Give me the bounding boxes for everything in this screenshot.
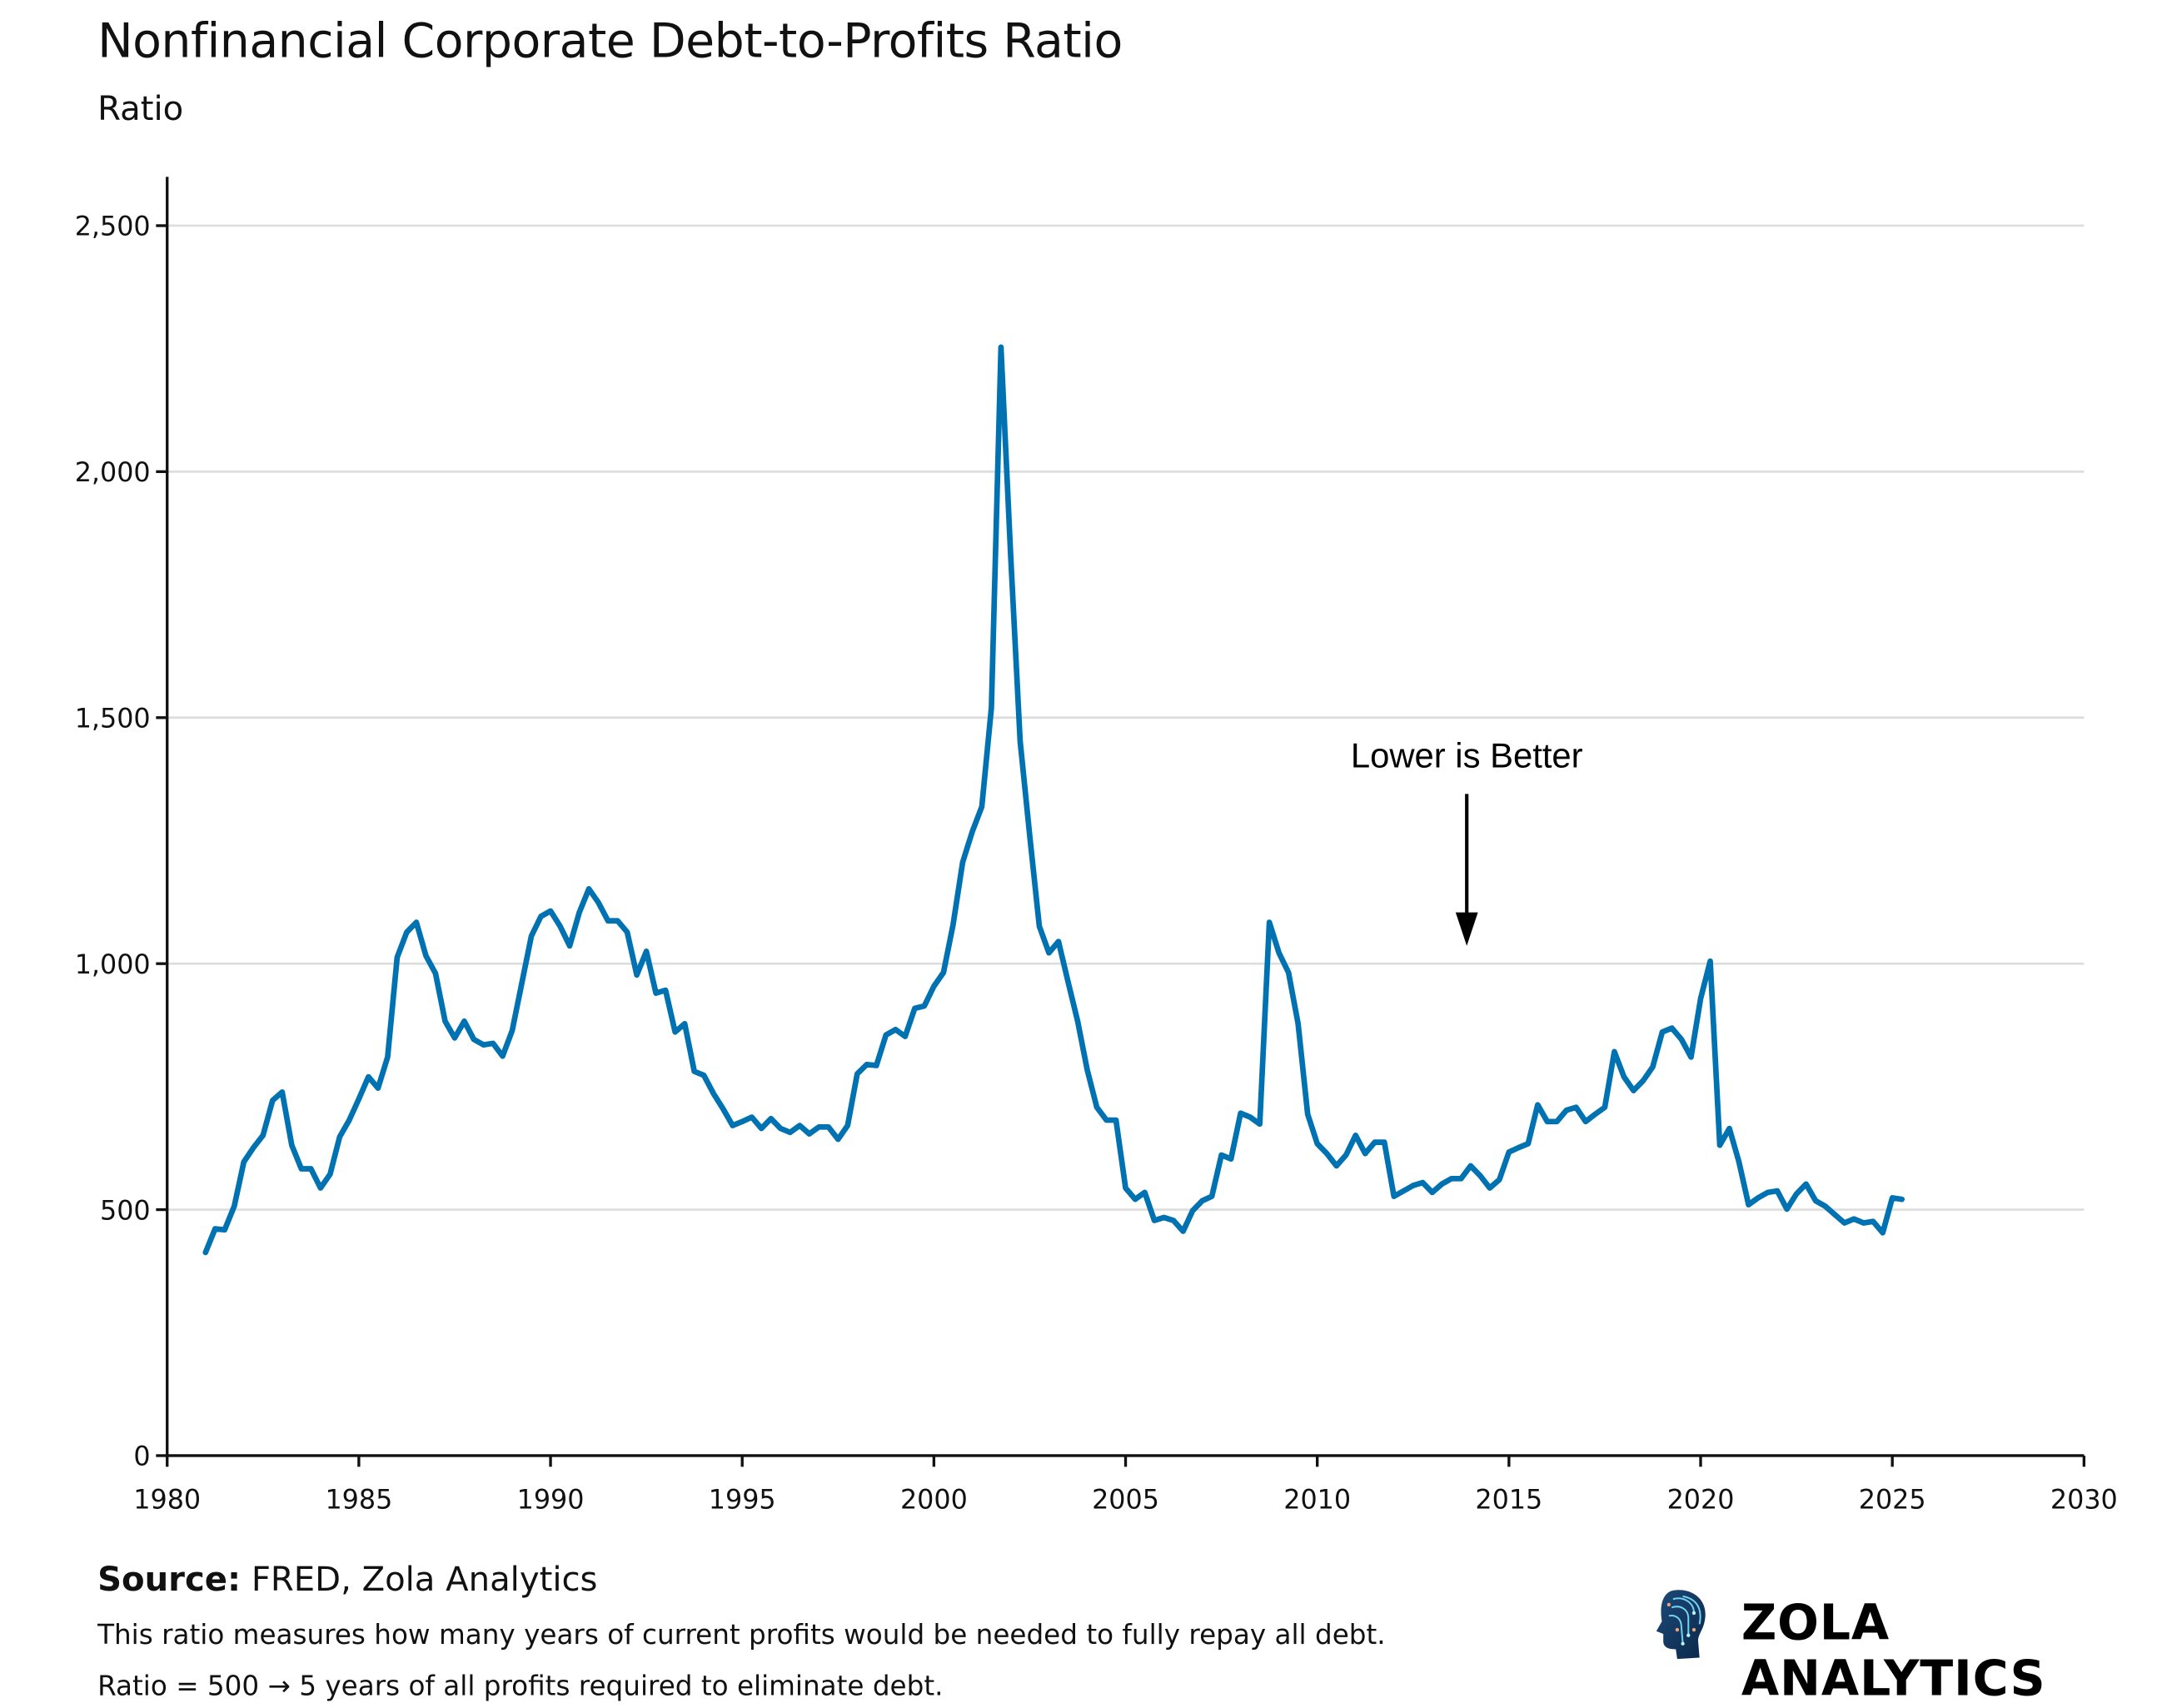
x-tick-label: 2005 xyxy=(1092,1486,1159,1516)
y-tick-label: 1,000 xyxy=(75,950,151,980)
x-tick-label: 2030 xyxy=(2050,1486,2118,1516)
brain-head-logo-icon xyxy=(1656,1590,1706,1660)
arrow-down-icon xyxy=(1455,912,1478,946)
source-label: Source: xyxy=(97,1560,242,1600)
chart-title: Nonfinancial Corporate Debt-to-Profits R… xyxy=(97,13,1123,70)
y-tick-label: 2,500 xyxy=(75,212,151,242)
x-tick-label: 2000 xyxy=(900,1486,968,1516)
x-tick-label: 2020 xyxy=(1667,1486,1735,1516)
source-line: Source: FRED, Zola Analytics xyxy=(97,1560,597,1599)
x-tick-label: 1990 xyxy=(517,1486,585,1516)
x-tick-label: 1985 xyxy=(325,1486,392,1516)
chart-subtitle: Ratio xyxy=(97,89,184,128)
series-line-debt-to-profits xyxy=(202,344,1905,1256)
gridlines xyxy=(167,224,2085,1211)
annotation: Lower is Better xyxy=(1351,736,1583,946)
axes xyxy=(156,177,2086,1467)
x-tick-label: 2025 xyxy=(1859,1486,1926,1516)
y-tick-label: 0 xyxy=(133,1442,150,1472)
y-tick-label: 2,000 xyxy=(75,458,151,488)
x-tick-label: 1980 xyxy=(133,1486,201,1516)
source-text: FRED, Zola Analytics xyxy=(251,1560,598,1600)
annotation-label: Lower is Better xyxy=(1351,736,1583,775)
brand-name: ZOLA ANALYTICS xyxy=(1741,1596,2046,1708)
series-group xyxy=(202,344,1905,1256)
y-tick-label: 1,500 xyxy=(75,704,151,734)
y-tick-label: 500 xyxy=(100,1196,151,1226)
x-tick-label: 2010 xyxy=(1283,1486,1351,1516)
x-tick-label: 2015 xyxy=(1475,1486,1542,1516)
x-tick-label: 1995 xyxy=(709,1486,776,1516)
tick-labels: 0 500 1,000 1,500 2,000 2,500 1980 1985 1990 1995… xyxy=(75,212,2118,1516)
footnote-1: This ratio measures how many years of cu… xyxy=(97,1618,1386,1651)
footnote-2: Ratio = 500 → 5 years of all profits req… xyxy=(97,1670,944,1703)
